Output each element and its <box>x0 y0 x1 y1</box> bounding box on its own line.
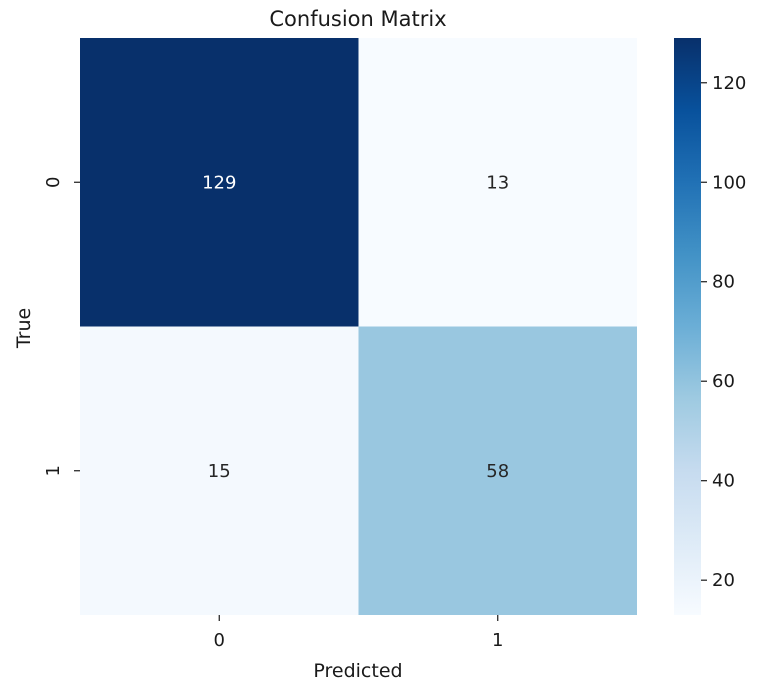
cell-value-label-0-0: 129 <box>202 172 236 193</box>
colorbar <box>674 38 701 615</box>
y-axis-ticks: 01 <box>43 177 80 476</box>
y-tick-label-0: 0 <box>43 177 64 188</box>
colorbar-tick-label-0: 20 <box>712 570 735 591</box>
colorbar-ticks: 20 40 60 80 100 120 <box>701 73 746 591</box>
cell-value-label-1-0: 15 <box>208 461 231 482</box>
y-axis-label: True <box>13 308 35 349</box>
cell-value-label-0-1: 13 <box>486 172 509 193</box>
heatmap-cells: 129 13 15 58 <box>80 38 637 615</box>
colorbar-tick-label-3: 80 <box>712 272 735 293</box>
colorbar-tick-label-4: 100 <box>712 172 746 193</box>
colorbar-tick-label-5: 120 <box>712 73 746 94</box>
heatmap-cell-0-1 <box>358 38 637 327</box>
cell-value-label-1-1: 58 <box>486 461 509 482</box>
colorbar-tick-label-1: 40 <box>712 471 735 492</box>
x-axis-label: Predicted <box>313 660 402 682</box>
chart-title: Confusion Matrix <box>269 7 446 31</box>
colorbar-tick-label-2: 60 <box>712 371 735 392</box>
heatmap-cell-1-0 <box>80 326 359 615</box>
heatmap-cell-1-1 <box>358 326 637 615</box>
x-tick-label-1: 1 <box>492 630 503 651</box>
x-tick-label-0: 0 <box>214 630 225 651</box>
y-tick-label-1: 1 <box>43 465 64 476</box>
heatmap-cell-0-0 <box>80 38 359 327</box>
